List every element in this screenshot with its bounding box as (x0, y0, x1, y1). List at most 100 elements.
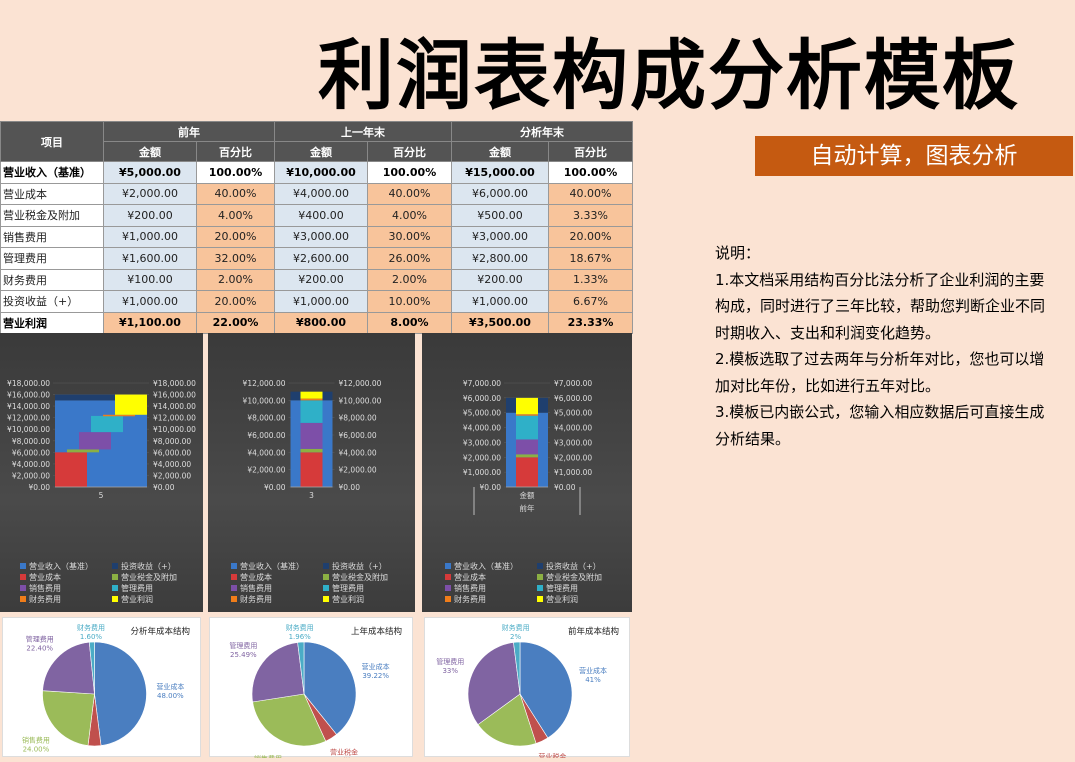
pie-value-label: 41% (585, 676, 601, 684)
legend-swatch (231, 585, 237, 591)
amount-cell: ¥3,500.00 (451, 311, 549, 334)
legend-swatch (112, 596, 118, 602)
bar-3 (91, 415, 123, 433)
header-percent: 百分比 (548, 141, 633, 162)
row-label: 财务费用 (0, 268, 104, 291)
legend-label: 营业成本 (240, 572, 272, 582)
legend-label: 管理费用 (121, 583, 153, 593)
row-label: 营业利润 (0, 311, 104, 334)
y-tick-label-left: ¥1,000.00 (463, 468, 501, 477)
percent-cell: 1.33% (548, 268, 633, 291)
legend-swatch (231, 574, 237, 580)
bar-5 (516, 397, 538, 415)
y-tick-label-right: ¥12,000.00 (153, 414, 196, 423)
pie-title: 上年成本结构 (351, 626, 402, 637)
description-line: 1.本文档采用结构百分比法分析了企业利润的主要构成，同时进行了三年比较，帮助您判… (715, 270, 1046, 342)
y-tick-label-right: ¥10,000.00 (339, 396, 382, 405)
y-tick-label-left: ¥3,000.00 (463, 438, 501, 447)
amount-cell: ¥10,000.00 (274, 161, 368, 184)
amount-cell: ¥2,000.00 (103, 182, 197, 205)
legend-swatch (20, 585, 26, 591)
legend-swatch (445, 596, 451, 602)
waterfall-chart-prior-year: ¥0.00 ¥0.00 ¥1,000.00 ¥1,000.00 ¥2,000.00 ¥2,… (422, 333, 632, 612)
pie-slice (94, 641, 147, 746)
legend-swatch (20, 574, 26, 580)
amount-cell: ¥500.00 (451, 204, 549, 227)
pie-value-label: 39.22% (362, 672, 389, 680)
bar-3 (300, 400, 323, 423)
y-tick-label-left: ¥6,000.00 (12, 448, 50, 457)
percent-cell: 4.00% (196, 204, 275, 227)
legend-swatch (20, 563, 26, 569)
pie-slice (251, 642, 305, 703)
legend-swatch (112, 574, 118, 580)
y-tick-label-left: ¥14,000.00 (7, 402, 50, 411)
percent-cell: 2.00% (196, 268, 275, 291)
percent-cell: 4.00% (367, 204, 452, 227)
legend-label: 投资收益（+） (546, 561, 601, 571)
legend-label: 营业收入（基准） (240, 561, 304, 571)
amount-cell: ¥3,000.00 (274, 225, 368, 248)
table-row: 投资收益（+） ¥1,000.00 20.00% ¥1,000.00 10.00% ¥1,… (0, 290, 633, 313)
pie-label: 销售费用 (22, 735, 50, 744)
percent-cell: 10.00% (367, 290, 452, 313)
page-title: 利润表构成分析模板 (318, 31, 1020, 120)
pie-label: 管理费用 (436, 657, 464, 666)
legend-swatch (537, 574, 543, 580)
percent-cell: 22.00% (196, 311, 275, 334)
percent-cell: 20.00% (548, 225, 633, 248)
percent-cell: 8.00% (367, 311, 452, 334)
pie-slice (477, 693, 537, 747)
y-tick-label-right: ¥4,000.00 (153, 460, 191, 469)
y-tick-label-right: ¥0.00 (153, 483, 175, 492)
y-tick-label-right: ¥2,000.00 (339, 466, 377, 475)
x-group-label: 前年 (520, 503, 535, 513)
y-tick-label-left: ¥4,000.00 (463, 424, 501, 433)
table-row: 营业税金及附加 ¥200.00 4.00% ¥400.00 4.00% ¥500.00 3.… (0, 204, 633, 227)
header-amount: 金额 (274, 141, 368, 162)
y-tick-label-right: ¥5,000.00 (554, 409, 592, 418)
pie-label: 营业成本 (579, 666, 607, 675)
y-tick-label-left: ¥4,000.00 (12, 460, 50, 469)
pie-label: 营业成本 (362, 662, 390, 671)
y-tick-label-right: ¥0.00 (339, 483, 361, 492)
amount-cell: ¥15,000.00 (451, 161, 549, 184)
amount-cell: ¥2,800.00 (451, 247, 549, 270)
y-tick-label-right: ¥12,000.00 (339, 379, 382, 388)
percent-cell: 40.00% (548, 182, 633, 205)
amount-cell: ¥1,000.00 (103, 290, 197, 313)
bar-2 (79, 432, 111, 450)
pie-title: 前年成本结构 (568, 626, 619, 637)
pie-chart-analysis-year: 分析年成本结构营业成本48.00%营业税金及附加4.00%销售费用24.00%管… (2, 617, 201, 762)
legend-label: 营业利润 (332, 594, 364, 604)
percent-cell: 18.67% (548, 247, 633, 270)
legend-swatch (231, 596, 237, 602)
y-tick-label-right: ¥6,000.00 (339, 431, 377, 440)
x-tick-label: 5 (99, 491, 104, 500)
pie-value-label: 25.49% (230, 651, 257, 659)
header-group: 分析年末 (451, 121, 633, 142)
bar-5 (115, 394, 147, 415)
legend-swatch (323, 596, 329, 602)
amount-cell: ¥1,100.00 (103, 311, 197, 334)
y-tick-label-right: ¥18,000.00 (153, 379, 196, 388)
bar-4 (516, 414, 538, 416)
percent-cell: 26.00% (367, 247, 452, 270)
y-tick-label-left: ¥0.00 (264, 483, 286, 492)
percent-cell: 100.00% (196, 161, 275, 184)
legend-swatch (323, 585, 329, 591)
percent-cell: 100.00% (367, 161, 452, 184)
table-row: 营业收入（基准） ¥5,000.00 100.00% ¥10,000.00 100.00… (0, 161, 633, 184)
y-tick-label-left: ¥18,000.00 (7, 379, 50, 388)
row-label: 管理费用 (0, 247, 104, 270)
table-row: 营业利润 ¥1,100.00 22.00% ¥800.00 8.00% ¥3,500.00… (0, 311, 633, 334)
pie-value-label: 33% (442, 667, 458, 675)
legend-label: 管理费用 (332, 583, 364, 593)
table-row: 管理费用 ¥1,600.00 32.00% ¥2,600.00 26.00% ¥2,800… (0, 247, 633, 270)
bar-4 (300, 398, 323, 401)
legend-label: 销售费用 (29, 583, 61, 593)
pie-value-label: 1.96% (289, 633, 312, 641)
legend-swatch (445, 585, 451, 591)
description-line: 3.模板已内嵌公式，您输入相应数据后可直接生成分析结果。 (715, 403, 1045, 448)
pie-label: 销售费用 (254, 754, 282, 758)
